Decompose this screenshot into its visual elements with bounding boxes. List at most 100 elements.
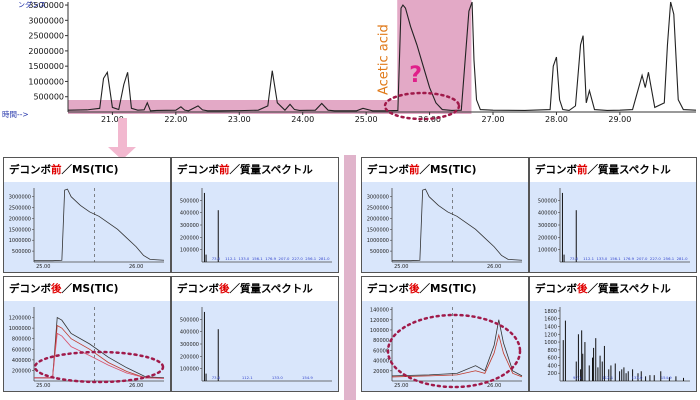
- panel-mz-label: 73.0: [212, 256, 221, 261]
- panel-series-line: [392, 188, 523, 262]
- panel-title-suffix: ／MS(TIC): [61, 164, 119, 176]
- tic-y-tick-label: 500000: [33, 93, 64, 102]
- panel-mz-label: 156.1: [610, 256, 621, 261]
- panel-title-prefix: デコンボ: [177, 164, 219, 176]
- tic-x-tick-label: 24.00: [291, 115, 314, 124]
- panel-title: デコンボ後／MS(TIC): [362, 277, 528, 301]
- panel-title: デコンボ前／質量スペクトル: [172, 158, 338, 182]
- panel-mz-label: 281.0: [319, 256, 330, 261]
- panel-title-stage: 後: [51, 283, 62, 295]
- panel-y-tick-label: 1500000: [9, 227, 31, 233]
- panel-y-tick-label: 200000: [12, 368, 31, 374]
- panel-y-tick-label: 20000: [373, 369, 389, 375]
- panel-y-tick-label: 600: [547, 356, 557, 362]
- panel-title: デコンボ後／質量スペクトル: [172, 277, 338, 301]
- panel-title-prefix: デコンボ: [367, 164, 409, 176]
- panel-title-prefix: デコンボ: [177, 283, 219, 295]
- panel-title-prefix: デコンボ: [535, 164, 577, 176]
- panel-chart: 3000000 2500000 2000000 1500000 1000000 50000…: [367, 188, 523, 270]
- panel-title-stage: 前: [577, 164, 588, 176]
- panel-plot-area: 1200000 1000000 800000 600000 400000 200000 25…: [4, 301, 170, 391]
- panel-y-tick-label: 120000: [370, 318, 389, 324]
- panel-y-tick-label: 500000: [538, 198, 557, 204]
- panel-x-tick-label: 26.00: [487, 383, 501, 389]
- down-arrow-icon: [108, 118, 136, 160]
- tic-y-tick-label: 3000000: [28, 16, 64, 25]
- panel-mz-label: 112.1: [602, 375, 613, 380]
- panel-x-tick-label: 25.00: [394, 383, 408, 389]
- panel-plot-area: 1800 1600 1400 1200 1000 800 600 400 200 97.1 112.…: [530, 301, 696, 391]
- panel-title: デコンボ前／MS(TIC): [4, 158, 170, 182]
- panel-y-tick-label: 1200000: [9, 316, 31, 322]
- panel-title-prefix: デコンボ: [9, 164, 51, 176]
- chart-panel: デコンボ前／MS(TIC) 3000000 2500000 2000000 150000…: [3, 157, 171, 273]
- panel-y-tick-label: 1200: [544, 332, 557, 338]
- panel-y-tick-label: 1000: [544, 340, 557, 346]
- panel-x-tick-label: 25.00: [36, 383, 50, 389]
- tic-y-tick-label: 3500000: [28, 1, 64, 10]
- panel-y-tick-label: 200: [547, 371, 557, 377]
- panel-mz-label: 176.9: [623, 256, 634, 261]
- panel-y-tick-label: 500000: [180, 317, 199, 323]
- panel-title-suffix: ／MS(TIC): [419, 164, 477, 176]
- panel-y-tick-label: 400000: [180, 211, 199, 217]
- tic-x-tick-label: 21.00: [101, 115, 124, 124]
- panel-mz-label: 97.1: [573, 375, 582, 380]
- panel-mz-label: 112.1: [583, 256, 594, 261]
- panel-title-prefix: デコンボ: [9, 283, 51, 295]
- panel-mz-label: 227.0: [650, 256, 661, 261]
- panel-y-tick-label: 600000: [12, 347, 31, 353]
- chart-panel: デコンボ後／MS(TIC) 140000 120000 100000 80000 6000…: [361, 276, 529, 392]
- question-mark-annotation: ?: [409, 63, 422, 88]
- panel-plot-area: 3000000 2500000 2000000 1500000 1000000 50000…: [4, 182, 170, 272]
- panel-title-stage: 前: [51, 164, 62, 176]
- panel-title-suffix: ／MS(TIC): [419, 283, 477, 295]
- panel-y-tick-label: 300000: [180, 342, 199, 348]
- panel-mz-label: 176.9: [265, 256, 276, 261]
- panel-y-tick-label: 1500000: [367, 227, 389, 233]
- tic-axes: 3500000 3000000 2500000 2000000 1500000 10000…: [2, 0, 696, 124]
- chart-panel: デコンボ後／質量スペクトル 1800 1600 1400 1200 1000 800 600 4…: [529, 276, 697, 392]
- tic-annotations: Acetic acid?: [377, 24, 461, 121]
- panel-y-tick-label: 2500000: [367, 206, 389, 212]
- panel-chart: 1200000 1000000 800000 600000 400000 200000 25…: [9, 307, 165, 389]
- panel-y-tick-label: 100000: [180, 248, 199, 254]
- panel-x-tick-label: 26.00: [129, 264, 143, 270]
- panel-y-tick-label: 100000: [180, 367, 199, 373]
- panel-title-stage: 前: [219, 164, 230, 176]
- acetic-acid-annotation: Acetic acid: [377, 24, 392, 95]
- panel-y-tick-label: 3000000: [367, 195, 389, 201]
- highlight-peak-band: [397, 0, 472, 114]
- tic-y-tick-label: 2000000: [28, 47, 64, 56]
- panel-chart: 500000 400000 300000 200000 100000 73.0 112.1 1…: [180, 307, 332, 382]
- panel-mz-label: 133.0: [272, 375, 283, 380]
- panel-y-tick-label: 2000000: [367, 216, 389, 222]
- panel-y-tick-label: 2000000: [9, 216, 31, 222]
- panel-mz-label: 112.1: [242, 375, 253, 380]
- tic-x-tick-label: 28.00: [545, 115, 568, 124]
- panel-mz-label: 207.0: [279, 256, 290, 261]
- tic-plot-area: [67, 1, 697, 112]
- panel-series-line: [391, 333, 523, 378]
- panel-y-tick-label: 1000000: [367, 238, 389, 244]
- panel-y-tick-label: 500000: [370, 249, 389, 255]
- panel-mz-label: 256.1: [305, 256, 316, 261]
- tic-x-tick-label: 23.00: [228, 115, 251, 124]
- panel-chart: 3000000 2500000 2000000 1500000 1000000 50000…: [9, 188, 165, 270]
- panel-mz-label: 256.1: [663, 256, 674, 261]
- panel-y-tick-label: 2500000: [9, 206, 31, 212]
- panel-title-suffix: ／MS(TIC): [61, 283, 119, 295]
- panel-y-tick-label: 300000: [538, 223, 557, 229]
- tic-x-tick-label: 25.00: [355, 115, 378, 124]
- chart-panel: デコンボ後／MS(TIC) 1200000 1000000 800000 600000 4…: [3, 276, 171, 392]
- panel-mz-label: 73.0: [570, 256, 579, 261]
- panel-title: デコンボ前／質量スペクトル: [530, 158, 696, 182]
- panel-y-tick-label: 200000: [538, 235, 557, 241]
- panel-highlight-ellipse: [33, 350, 165, 384]
- chart-panel: デコンボ前／MS(TIC) 3000000 2500000 2000000 150000…: [361, 157, 529, 273]
- panel-y-tick-label: 1600: [544, 317, 557, 323]
- panel-plot-area: 140000 120000 100000 80000 60000 40000 20000 25…: [362, 301, 528, 391]
- tic-x-tick-label: 27.00: [482, 115, 505, 124]
- panel-mz-label: 133.0: [632, 375, 643, 380]
- panel-y-tick-label: 200000: [180, 354, 199, 360]
